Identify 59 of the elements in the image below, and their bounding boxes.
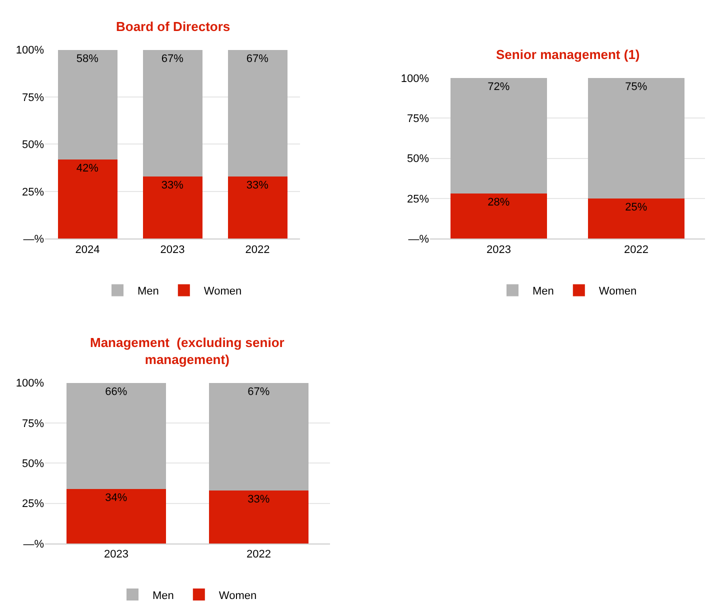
data-label: 67% — [161, 52, 184, 65]
y-tick-label: 50% — [406, 153, 430, 166]
data-label: 67% — [246, 52, 269, 65]
y-tick-label: 75% — [406, 113, 430, 126]
chart-title: Senior management (1) — [496, 47, 640, 62]
y-tick-label: 75% — [22, 418, 44, 430]
y-tick-label: 100% — [400, 72, 430, 85]
bar — [142, 176, 202, 239]
y-tick-label: 100% — [16, 378, 44, 390]
data-label: 33% — [161, 179, 184, 192]
bar — [66, 382, 166, 489]
data-label: 58% — [76, 52, 99, 65]
x-tick-label: 2023 — [160, 244, 185, 256]
bar — [208, 382, 309, 490]
data-label: 66% — [105, 386, 128, 398]
y-tick-label: —% — [23, 538, 44, 550]
x-tick-label: 2022 — [246, 548, 271, 561]
bar — [450, 194, 547, 239]
data-label: 28% — [488, 196, 510, 209]
data-label: 34% — [105, 492, 128, 504]
y-tick-label: 75% — [22, 92, 44, 104]
y-tick-label: 25% — [406, 193, 430, 206]
data-label: 42% — [76, 162, 99, 174]
bar — [58, 50, 118, 160]
legend-label: Women — [204, 285, 242, 298]
y-tick-label: —% — [23, 234, 44, 246]
legend-label: Women — [218, 590, 257, 602]
bar — [588, 198, 684, 239]
x-tick-label: 2024 — [75, 244, 100, 256]
data-label: 67% — [248, 386, 270, 398]
bar — [66, 488, 166, 544]
legend-label: Men — [138, 285, 159, 298]
chart-title: Management (excluding senior management) — [90, 335, 284, 367]
bar — [228, 50, 288, 176]
y-tick-label: —% — [408, 234, 430, 246]
y-tick-label: 25% — [22, 186, 44, 198]
bar — [58, 159, 118, 239]
bar — [450, 78, 547, 194]
data-label: 25% — [625, 202, 648, 214]
x-tick-label: 2022 — [245, 244, 270, 256]
bar — [228, 176, 288, 239]
bar — [142, 50, 202, 176]
y-tick-label: 100% — [16, 44, 44, 57]
legend-label: Men — [152, 590, 174, 602]
bar — [588, 78, 684, 199]
chart-title: Board of Directors — [116, 19, 230, 34]
x-tick-label: 2023 — [486, 244, 511, 256]
y-tick-label: 50% — [22, 139, 44, 152]
data-label: 33% — [248, 493, 270, 506]
y-tick-label: 25% — [22, 498, 44, 510]
data-label: 33% — [246, 179, 269, 192]
x-tick-label: 2023 — [104, 548, 128, 561]
data-label: 75% — [625, 81, 648, 94]
legend-label: Women — [598, 285, 637, 298]
legend-label: Men — [532, 285, 554, 298]
bar — [208, 490, 309, 544]
y-tick-label: 50% — [22, 458, 44, 470]
x-tick-label: 2022 — [624, 244, 648, 256]
data-label: 72% — [488, 81, 510, 94]
